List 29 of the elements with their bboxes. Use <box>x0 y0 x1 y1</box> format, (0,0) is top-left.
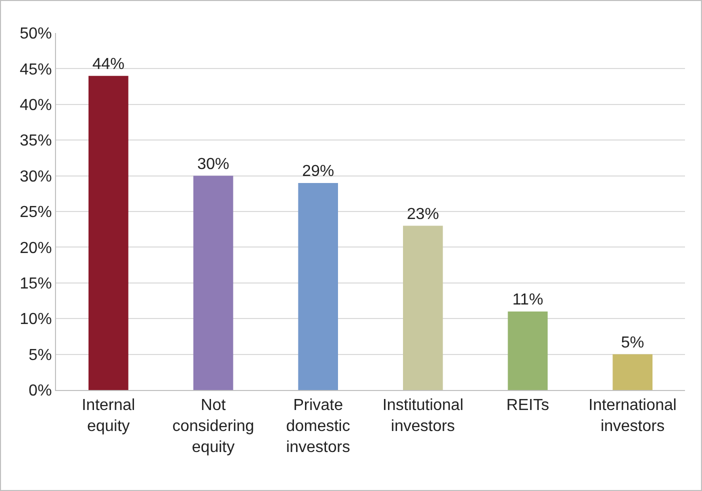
bar <box>193 176 234 390</box>
bar <box>298 182 338 390</box>
x-tick-label: Not considering equity <box>172 397 254 456</box>
x-tick-label: REITs <box>506 397 550 414</box>
y-tick-label: 35% <box>20 132 52 150</box>
x-tick-label: International investors <box>588 397 677 435</box>
bar <box>88 76 128 390</box>
bar <box>403 226 443 390</box>
data-label: 5% <box>621 334 644 352</box>
bar <box>508 311 548 390</box>
x-tick-label: Private domestic investors <box>286 397 350 456</box>
bar <box>612 354 652 390</box>
x-tick-label: Institutional investors <box>382 397 464 435</box>
y-tick-label: 30% <box>20 168 52 186</box>
data-label: 11% <box>512 291 544 308</box>
data-label: 30% <box>197 156 230 173</box>
y-tick-label: 20% <box>20 240 52 257</box>
data-label: 23% <box>406 206 439 223</box>
y-tick-label: 0% <box>28 382 52 400</box>
y-tick-label: 40% <box>20 97 52 114</box>
y-tick-label: 25% <box>20 204 52 222</box>
y-tick-label: 15% <box>20 276 52 292</box>
y-tick-label: 10% <box>20 311 52 328</box>
y-tick-label: 5% <box>28 346 52 364</box>
y-tick-label: 45% <box>20 61 52 78</box>
data-label: 29% <box>302 162 334 180</box>
data-label: 44% <box>92 56 124 73</box>
y-tick-label: 50% <box>20 26 52 43</box>
x-tick-label: Internal equity <box>82 397 136 435</box>
